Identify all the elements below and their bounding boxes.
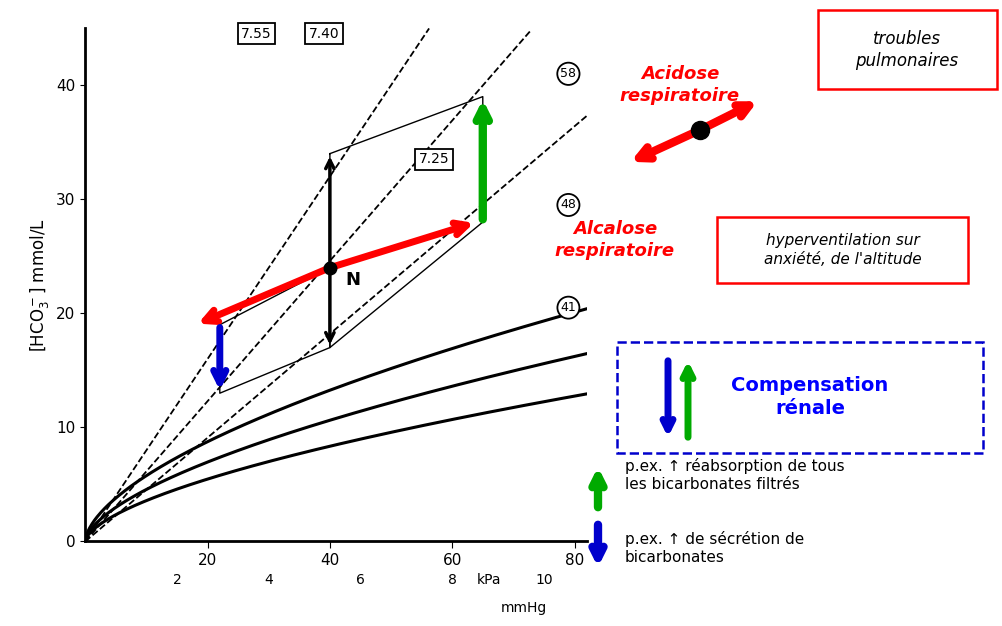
Text: troubles
pulmonaires: troubles pulmonaires [855,30,958,70]
Text: 7.55: 7.55 [240,27,272,41]
Text: mmHg: mmHg [501,601,547,615]
Y-axis label: [HCO$_3^-$] mmol/L: [HCO$_3^-$] mmol/L [28,218,50,352]
Text: Acidose
respiratoire: Acidose respiratoire [619,65,739,105]
Text: 48: 48 [560,198,576,212]
FancyBboxPatch shape [716,217,967,283]
Text: kPa: kPa [476,573,501,587]
Text: p.ex. ↑ de sécrétion de
bicarbonates: p.ex. ↑ de sécrétion de bicarbonates [624,531,804,565]
FancyBboxPatch shape [818,10,996,89]
Text: 10: 10 [535,573,552,587]
Text: 6: 6 [356,573,365,587]
Text: 2: 2 [172,573,181,587]
FancyBboxPatch shape [616,342,982,453]
Text: 4: 4 [265,573,273,587]
Text: 8: 8 [447,573,456,587]
Text: 7.40: 7.40 [309,27,339,41]
Text: Compensation
rénale: Compensation rénale [730,376,888,418]
Text: N: N [345,271,360,289]
Text: 58: 58 [560,68,576,80]
Text: 7.25: 7.25 [418,152,449,167]
Text: hyperventilation sur
anxiété, de l'altitude: hyperventilation sur anxiété, de l'altit… [764,233,921,267]
Text: p.ex. ↑ réabsorption de tous
les bicarbonates filtrés: p.ex. ↑ réabsorption de tous les bicarbo… [624,458,844,492]
Text: Alcalose
respiratoire: Alcalose respiratoire [554,220,674,260]
Text: 41: 41 [560,301,576,314]
